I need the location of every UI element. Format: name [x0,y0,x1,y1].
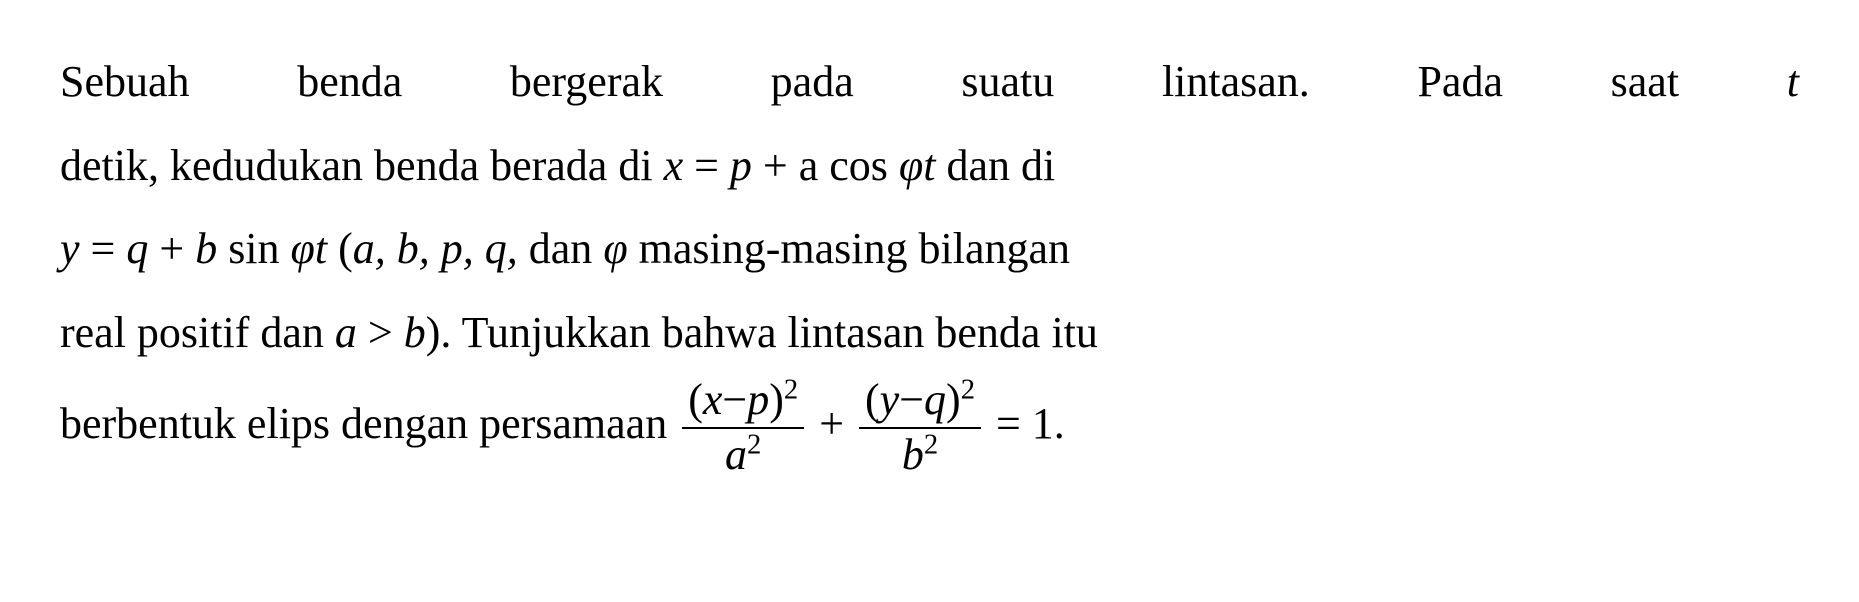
variable-x: x [664,141,684,190]
exponent: 2 [784,375,798,406]
variable-b: b [902,430,924,479]
variable-y: y [60,224,80,273]
variable-y: y [880,375,900,424]
equals: = [683,141,730,190]
variable-a: a [725,430,747,479]
word: lintasan. [1162,40,1310,124]
equals-one: = 1. [985,399,1065,448]
paren-close: ) [769,375,784,424]
variable-t: t [1787,40,1799,124]
paren-close: ) [946,375,961,424]
line-1: Sebuah benda bergerak pada suatu lintasa… [60,40,1799,124]
word: Pada [1417,40,1503,124]
text-segment: berbentuk elips dengan persamaan [60,399,678,448]
text-segment: dan di [936,141,1056,190]
numerator-2: (y−q)2 [859,374,981,429]
numerator-1: (x−p)2 [682,374,804,429]
denominator-1: a2 [682,429,804,482]
word: benda [297,40,402,124]
text-segment: + a cos [752,141,899,190]
variable-a: a [335,308,357,357]
paren-open: ( [327,224,353,273]
word: suatu [961,40,1054,124]
text-segment: masing-masing bilangan [628,224,1070,273]
line-2: detik, kedudukan benda berada di x = p +… [60,124,1799,208]
word: pada [771,40,854,124]
text-segment: detik, kedudukan benda berada di [60,141,664,190]
variable-b: b [195,224,217,273]
paren-open: ( [865,375,880,424]
variable-p: p [747,375,769,424]
variable-q: q [924,375,946,424]
greater-than: > [357,308,404,357]
problem-text: Sebuah benda bergerak pada suatu lintasa… [60,40,1799,482]
variable-q: q [126,224,148,273]
fraction-1: (x−p)2 a2 [682,374,804,482]
word: bergerak [510,40,663,124]
variable-phi: φ [603,224,627,273]
exponent: 2 [924,430,938,461]
variable-t: t [923,141,935,190]
paren-open: ( [688,375,703,424]
exponent: 2 [961,375,975,406]
variable-p: p [730,141,752,190]
line-5: berbentuk elips dengan persamaan (x−p)2 … [60,374,1799,482]
equals: = [80,224,127,273]
minus: − [722,375,747,424]
variable-t: t [315,224,327,273]
exponent: 2 [747,430,761,461]
denominator-2: b2 [859,429,981,482]
variable-phi: φ [291,224,315,273]
text-segment: ). Tunjukkan bahwa lintasan benda itu [426,308,1098,357]
variables-list: a, b, p, q, [353,224,529,273]
plus: + [808,399,855,448]
word: saat [1611,40,1679,124]
plus: + [148,224,195,273]
variable-x: x [703,375,723,424]
fraction-2: (y−q)2 b2 [859,374,981,482]
text-dan: dan [529,224,604,273]
line-3: y = q + b sin φt (a, b, p, q, dan φ masi… [60,207,1799,291]
variable-b: b [404,308,426,357]
word: Sebuah [60,40,190,124]
variable-phi: φ [899,141,923,190]
line-4: real positif dan a > b). Tunjukkan bahwa… [60,291,1799,375]
text-segment: real positif dan [60,308,335,357]
text-sin: sin [217,224,290,273]
minus: − [899,375,924,424]
